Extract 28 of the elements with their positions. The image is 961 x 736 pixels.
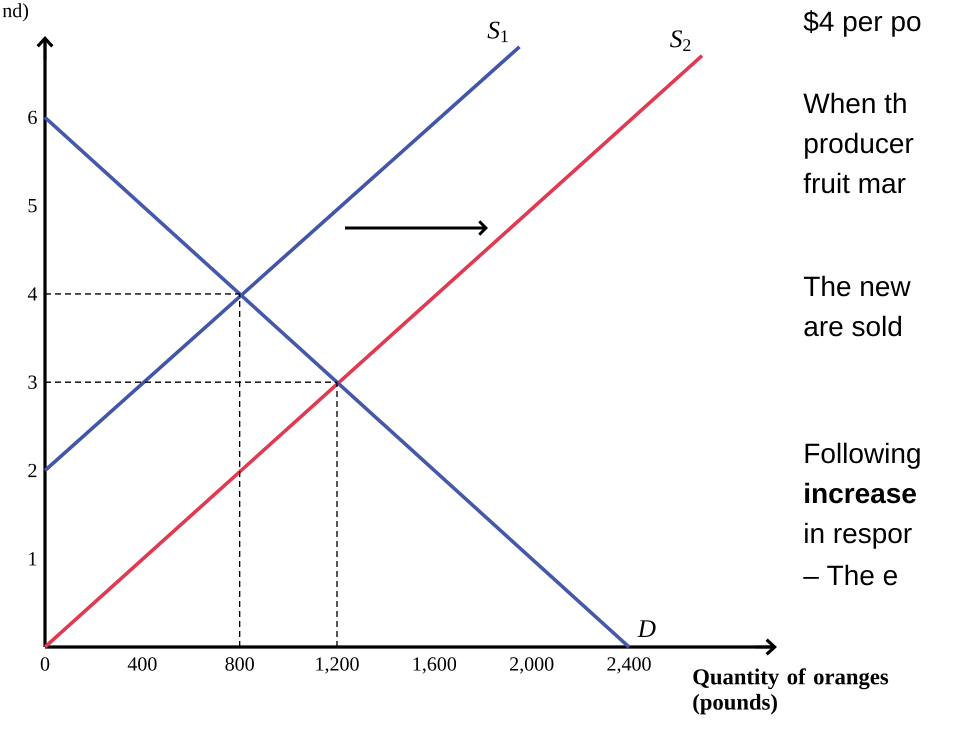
text: are sold — [804, 316, 902, 336]
text: Following — [806, 442, 920, 469]
y-tick-label: 6 — [28, 110, 37, 124]
x-tick-label: 400 — [128, 657, 157, 671]
series-label: S$_{1}$ — [488, 22, 508, 42]
x-tick-label: 2,400 — [607, 657, 651, 674]
text: increase — [805, 482, 916, 504]
y-tick-label: 1 — [29, 552, 36, 566]
text: When th — [803, 92, 906, 114]
x-tick-label: 1,200 — [316, 657, 359, 674]
x-tick-label: 0 — [40, 657, 50, 671]
x-tick-label: 2,000 — [510, 657, 554, 674]
x-axis-title: Quantity of oranges (pounds) — [693, 668, 888, 714]
text: producer — [805, 132, 914, 159]
y-tick-label: 3 — [28, 376, 37, 389]
y-tick-label: 5 — [28, 199, 37, 212]
y-tick-label: 4 — [28, 287, 38, 301]
y-tick-label: 2 — [28, 464, 36, 478]
text: The new — [804, 276, 911, 296]
text: – The e — [803, 564, 897, 586]
text: $4 per po — [804, 10, 920, 37]
text: in respor — [805, 522, 912, 549]
text: fruit mar — [804, 172, 906, 194]
x-tick-label: 800 — [225, 657, 254, 671]
y-axis-title: nd) — [2, 3, 28, 22]
series-label: S$_{2}$ — [670, 30, 690, 51]
series-label: D — [637, 620, 656, 637]
x-tick-label: 1,600 — [414, 657, 456, 674]
